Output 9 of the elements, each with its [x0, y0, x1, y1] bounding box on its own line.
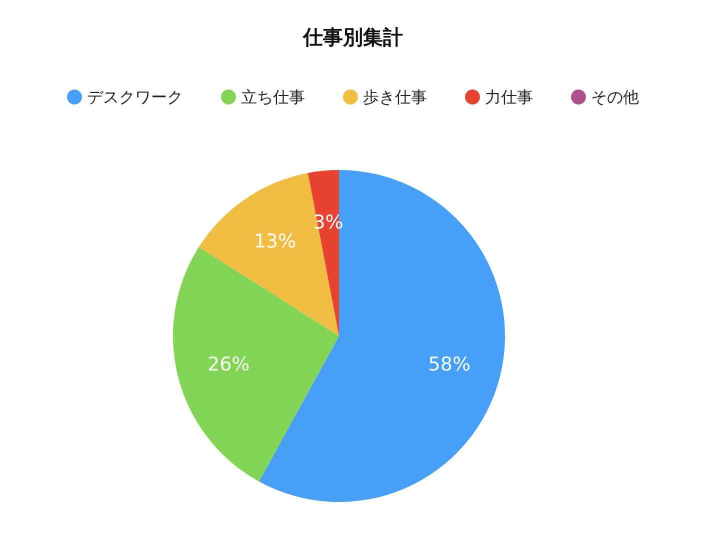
legend-label: 立ち仕事	[241, 88, 305, 106]
data-label: 58%	[428, 353, 471, 376]
legend-label: デスクワーク	[87, 88, 183, 106]
legend-label: その他	[591, 88, 639, 106]
legend-label: 歩き仕事	[363, 88, 427, 106]
data-label: 26%	[207, 353, 250, 376]
chart-title: 仕事別集計	[302, 25, 403, 49]
legend-label: 力仕事	[485, 88, 533, 106]
data-label: 13%	[254, 230, 296, 253]
